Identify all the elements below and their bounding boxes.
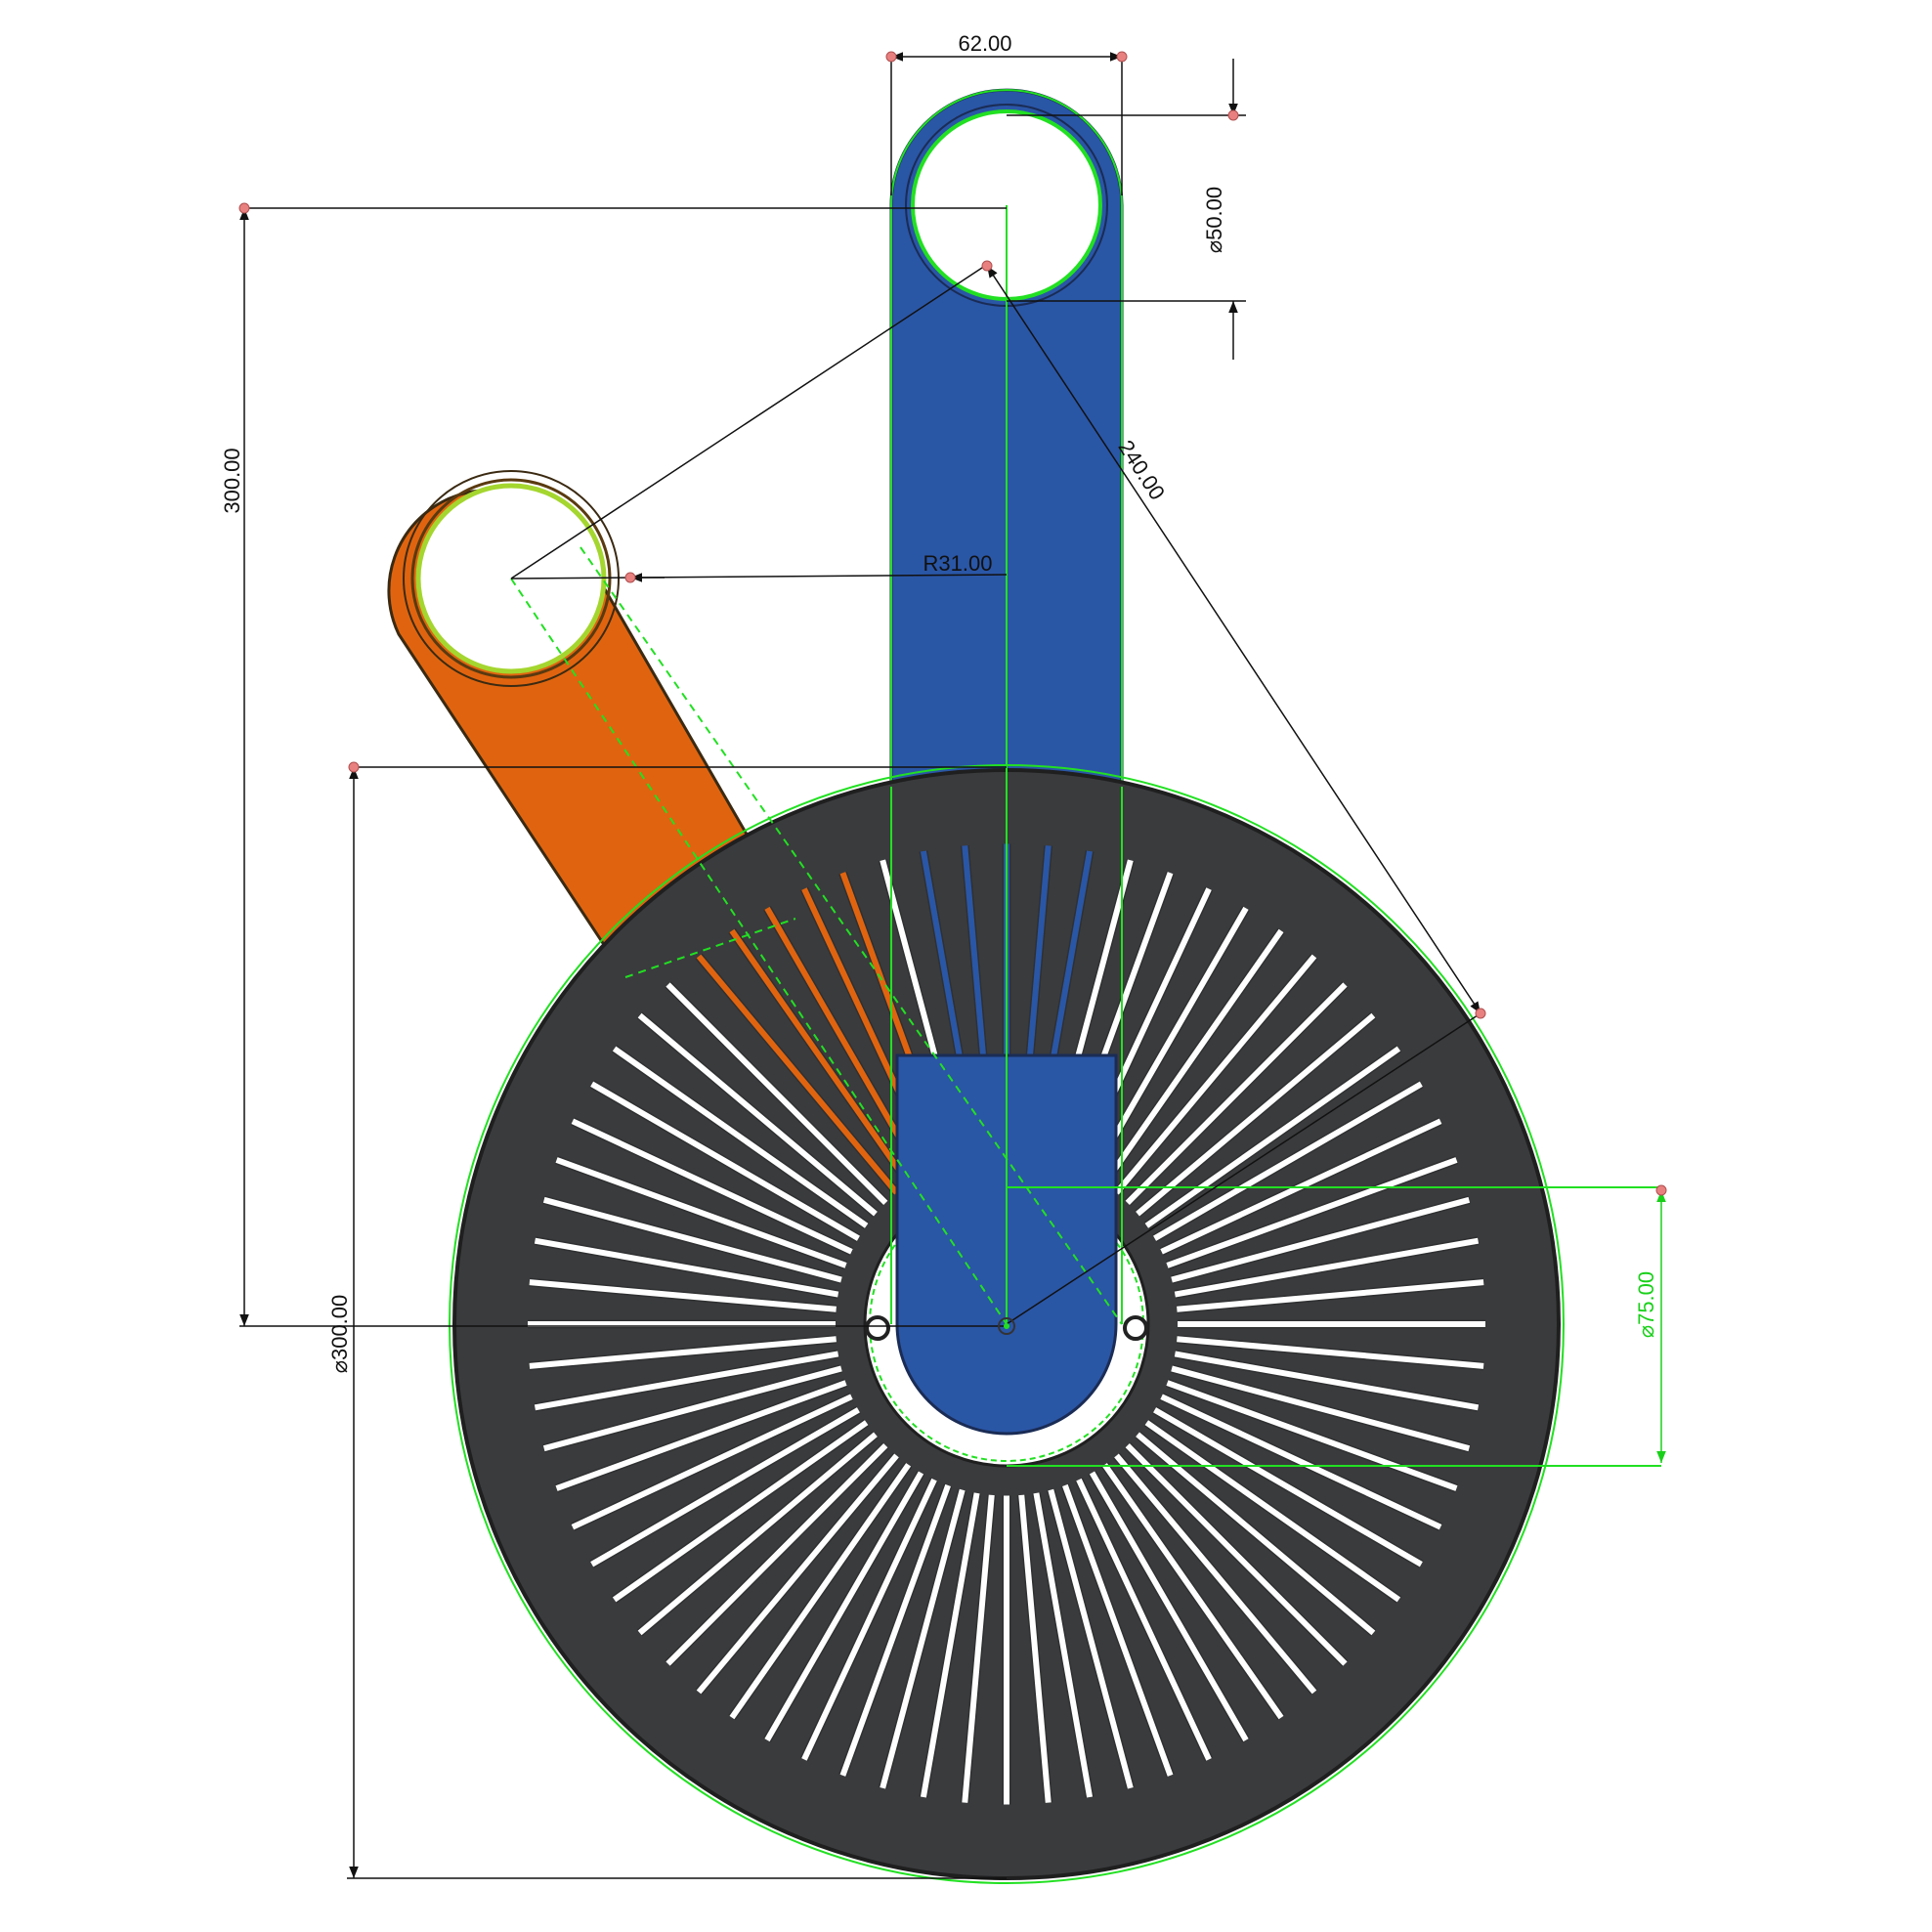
radial-slot — [962, 1494, 995, 1803]
radial-slot — [801, 1478, 937, 1761]
radial-slot — [534, 1237, 839, 1298]
radial-slot — [1166, 1380, 1458, 1491]
radial-slot — [1033, 1492, 1094, 1798]
radial-slot — [696, 954, 899, 1195]
radial-slot — [665, 982, 888, 1206]
radial-slot — [555, 1380, 847, 1491]
radial-slot — [571, 1118, 853, 1255]
radial-slot — [1101, 1463, 1284, 1720]
radial-slot — [839, 1483, 951, 1777]
radial-slot — [1177, 1336, 1484, 1369]
radial-slot — [1153, 1407, 1423, 1567]
radial-slot — [1171, 1196, 1471, 1283]
disc-diameter-dimension[interactable]: ⌀300.00 — [327, 1295, 352, 1374]
radial-slot — [880, 1488, 966, 1789]
radial-slot — [571, 1394, 853, 1530]
radial-slot — [1114, 1453, 1317, 1695]
radial-slot — [1136, 1012, 1376, 1217]
radial-slot — [1136, 1432, 1376, 1636]
pin-hole-left — [865, 1315, 890, 1341]
hole-diameter-dimension[interactable]: ⌀50.00 — [1202, 187, 1226, 253]
radial-slot — [729, 928, 912, 1185]
radial-slot — [612, 1420, 869, 1603]
radial-slot — [529, 1336, 837, 1369]
radial-slot — [612, 1046, 869, 1228]
radial-slot — [1153, 1081, 1423, 1241]
arm-width-dimension[interactable]: 62.00 — [958, 31, 1011, 56]
radial-slot — [1144, 1046, 1401, 1228]
radial-slot — [696, 1453, 899, 1695]
radial-slot — [1171, 1365, 1471, 1452]
radial-slot — [534, 1351, 839, 1411]
radial-slot — [1174, 1237, 1480, 1298]
radial-slot — [555, 1157, 847, 1268]
radial-slot — [1076, 1478, 1212, 1761]
radial-slot — [1125, 982, 1348, 1206]
vertical-offset-dimension[interactable]: 300.00 — [220, 448, 244, 513]
radial-slot — [1160, 1394, 1442, 1530]
radial-slot — [1089, 1471, 1249, 1742]
radial-slot — [1125, 1442, 1348, 1666]
radial-slot — [1177, 1279, 1484, 1312]
radial-slot — [637, 1012, 878, 1217]
radial-slot — [1062, 1483, 1174, 1777]
radial-slot — [764, 1471, 924, 1742]
radial-slot — [665, 1442, 888, 1666]
radial-slot — [1174, 1351, 1480, 1411]
radial-slot — [729, 1463, 912, 1720]
radial-slot — [542, 1365, 842, 1452]
sketch-point-markers — [238, 51, 1667, 1196]
radial-slot — [529, 1279, 837, 1312]
crank-radius-dimension[interactable]: R31.00 — [923, 551, 993, 576]
radial-slot — [590, 1081, 860, 1241]
dimension-lines — [239, 52, 1481, 1879]
center-hole-diameter-dimension[interactable]: ⌀75.00 — [1634, 1271, 1658, 1338]
radial-slot — [1048, 1488, 1134, 1789]
radial-slot — [1166, 1157, 1458, 1268]
radial-slot — [920, 1492, 980, 1798]
radial-slot — [637, 1432, 878, 1636]
radial-slot — [1144, 1420, 1401, 1603]
pin-hole-right — [1123, 1315, 1148, 1341]
origin-marker — [998, 1317, 1015, 1335]
radial-slot — [590, 1407, 860, 1567]
radial-slot — [1018, 1494, 1052, 1803]
radial-slot — [542, 1196, 842, 1283]
radial-slot — [764, 906, 924, 1178]
